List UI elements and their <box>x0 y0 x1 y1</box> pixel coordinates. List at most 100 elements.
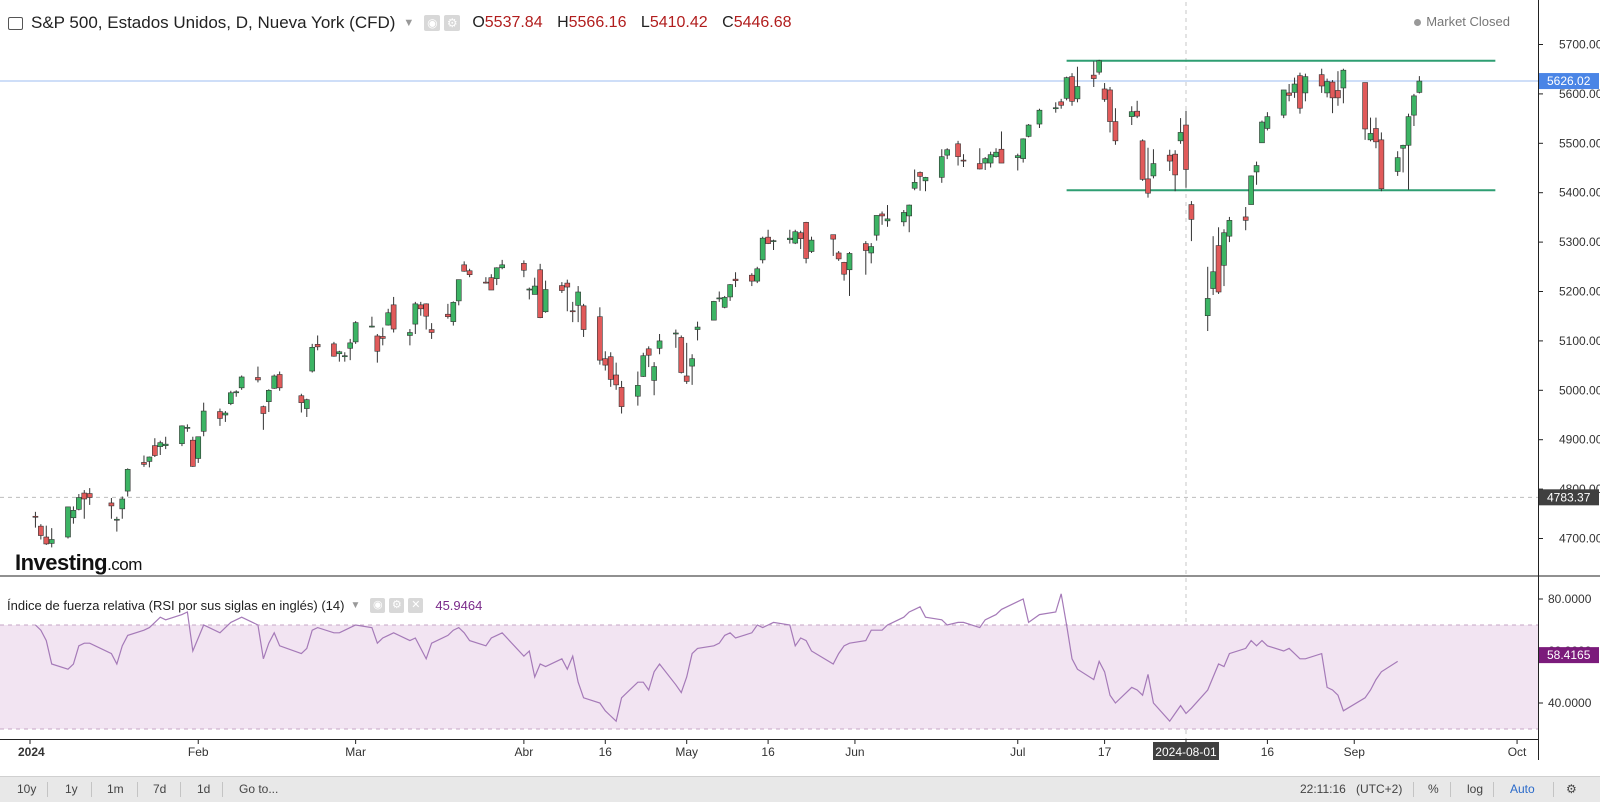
logo-domain: .com <box>107 555 142 574</box>
chevron-down-icon[interactable]: ▼ <box>403 17 415 29</box>
candle-up <box>846 253 853 271</box>
candle-up <box>1226 220 1233 237</box>
candle-down <box>1188 204 1195 220</box>
candle-up <box>76 497 82 510</box>
candle-up <box>157 442 164 447</box>
candle-up <box>711 301 717 321</box>
candlestick-series <box>32 59 1423 548</box>
candle-down <box>1134 110 1140 117</box>
range-button-1m[interactable]: 1m <box>107 782 124 796</box>
candle-down <box>466 270 473 276</box>
candle-up <box>1014 155 1021 158</box>
candle-down <box>255 377 261 381</box>
range-button-7d[interactable]: 7d <box>153 782 167 796</box>
ohlc-readout: O5537.84 H5566.16 L5410.42 C5446.68 <box>472 14 801 32</box>
candle-down <box>390 304 397 330</box>
candle-up <box>754 268 761 282</box>
candle-down <box>108 502 115 507</box>
range-button-1d[interactable]: 1d <box>197 782 211 796</box>
rsi-title[interactable]: Índice de fuerza relativa (RSI por sus s… <box>7 598 345 613</box>
candle-down <box>1058 101 1064 106</box>
y-tick-label: 4900.00 <box>1559 433 1600 447</box>
candle-up <box>309 347 316 372</box>
log-toggle[interactable]: log <box>1467 782 1484 796</box>
candle-up <box>271 375 278 389</box>
eye-icon[interactable]: ◉ <box>424 15 441 31</box>
divider <box>222 782 223 797</box>
support-resistance-lines[interactable] <box>1066 59 1496 192</box>
candle-up <box>673 332 679 335</box>
bottom-toolbar: 10y 1y 1m 7d 1d Go to... 22:11:16 (UTC+2… <box>0 776 1600 802</box>
candle-up <box>982 158 988 164</box>
y-tick-label: 5300.00 <box>1559 235 1600 249</box>
candle-up <box>542 289 549 313</box>
low-key: L <box>640 14 650 31</box>
status-dot-icon <box>1414 19 1422 27</box>
candle-down <box>43 536 50 545</box>
auto-toggle[interactable]: Auto <box>1510 782 1535 796</box>
gear-icon[interactable]: ⚙ <box>389 598 405 613</box>
chevron-down-icon[interactable]: ▼ <box>350 600 361 611</box>
x-tick-label: May <box>675 745 698 759</box>
candle-up <box>385 312 391 326</box>
y-tick-label: 5200.00 <box>1559 285 1600 299</box>
candle-up <box>1394 157 1401 172</box>
candle-down <box>445 313 451 317</box>
candle-down <box>276 374 283 389</box>
candle-up <box>1096 60 1102 73</box>
y-tick-label: 5400.00 <box>1559 186 1600 200</box>
candle-up <box>1221 232 1227 266</box>
candle-up <box>162 443 169 446</box>
range-button-10y[interactable]: 10y <box>17 782 37 796</box>
candle-down <box>152 445 158 456</box>
candle-up <box>1367 133 1374 141</box>
gear-icon[interactable]: ⚙ <box>1566 782 1577 796</box>
candle-up <box>124 469 131 492</box>
candle-down <box>835 252 842 260</box>
investing-logo: Investing.com <box>15 550 142 576</box>
candle-down <box>797 232 804 239</box>
candle-up <box>884 218 891 222</box>
candle-up <box>455 279 462 302</box>
gear-icon[interactable]: ⚙ <box>444 15 461 31</box>
goto-button[interactable]: Go to... <box>239 782 279 796</box>
candle-down <box>190 439 196 467</box>
candle-up <box>987 154 994 164</box>
x-cursor-label: 2024-08-01 <box>1155 745 1217 759</box>
y-tick-label: 4700.00 <box>1559 532 1600 546</box>
candle-down <box>678 337 685 373</box>
rsi-tick-label: 40.0000 <box>1548 696 1592 710</box>
x-tick-label: 16 <box>1261 745 1275 759</box>
eye-icon[interactable]: ◉ <box>370 598 386 613</box>
candle-up <box>526 288 533 291</box>
candle-up <box>993 151 999 157</box>
candle-down <box>645 348 652 356</box>
candle-down <box>597 316 603 361</box>
candle-down <box>488 277 495 291</box>
candle-up <box>1210 271 1216 289</box>
candle-up <box>303 399 310 409</box>
candle-down <box>607 356 614 380</box>
candle-up <box>1405 116 1412 146</box>
candle-down <box>1090 74 1097 79</box>
candle-down <box>841 262 847 275</box>
range-button-1y[interactable]: 1y <box>65 782 78 796</box>
candle-up <box>808 239 815 252</box>
candle-up <box>1074 86 1081 100</box>
candle-up <box>200 410 207 432</box>
instrument-title[interactable]: S&P 500, Estados Unidos, D, Nueva York (… <box>31 13 396 32</box>
candle-up <box>694 326 701 330</box>
candle-down <box>917 172 923 177</box>
reference-price-label-bg <box>1539 489 1599 506</box>
menu-icon[interactable] <box>8 16 23 30</box>
rsi-value-label: 58.4165 <box>1547 648 1591 662</box>
candle-up <box>770 240 777 242</box>
candle-down <box>1362 82 1368 130</box>
candle-down <box>732 278 739 281</box>
candle-up <box>450 302 457 322</box>
candle-down <box>1329 81 1336 99</box>
percent-toggle[interactable]: % <box>1428 782 1439 796</box>
clock-timezone[interactable]: (UTC+2) <box>1356 782 1403 796</box>
close-icon[interactable]: ✕ <box>408 598 424 613</box>
